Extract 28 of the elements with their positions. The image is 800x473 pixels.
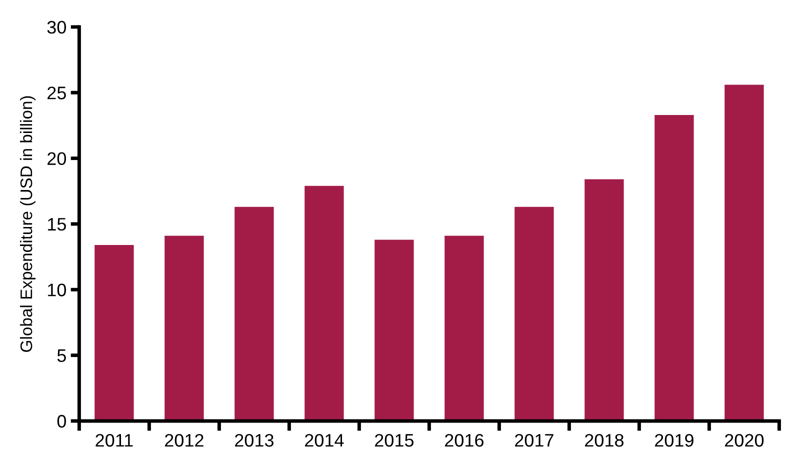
- x-tick-label: 2014: [305, 434, 344, 447]
- bar: [724, 84, 764, 421]
- x-tick-label: 2018: [585, 434, 624, 447]
- bar: [444, 236, 484, 421]
- y-axis-title: Global Expenditure (USD in billion): [20, 96, 36, 352]
- bar: [654, 114, 694, 421]
- bar: [164, 236, 204, 421]
- y-tick-label: 25: [48, 86, 66, 100]
- bar: [374, 240, 414, 421]
- y-tick-label: 0: [57, 414, 66, 428]
- bar: [584, 179, 624, 421]
- x-tick-label: 2012: [165, 434, 204, 447]
- y-tick-label: 20: [48, 152, 66, 166]
- x-tick-label: 2019: [655, 434, 694, 447]
- x-tick-label: 2011: [96, 434, 133, 447]
- y-tick-label: 30: [47, 20, 66, 34]
- y-tick-label: 15: [48, 218, 66, 231]
- bar: [94, 244, 134, 421]
- bar: [234, 206, 274, 421]
- bar: [304, 186, 344, 421]
- y-tick-label: 5: [57, 349, 66, 362]
- x-tick-label: 2017: [515, 434, 554, 447]
- x-tick-label: 2013: [235, 434, 274, 447]
- x-tick-label: 2016: [445, 434, 484, 447]
- bar: [514, 206, 554, 421]
- x-tick-label: 2020: [725, 434, 764, 447]
- x-tick-label: 2015: [375, 434, 414, 447]
- y-tick-label: 10: [48, 284, 66, 296]
